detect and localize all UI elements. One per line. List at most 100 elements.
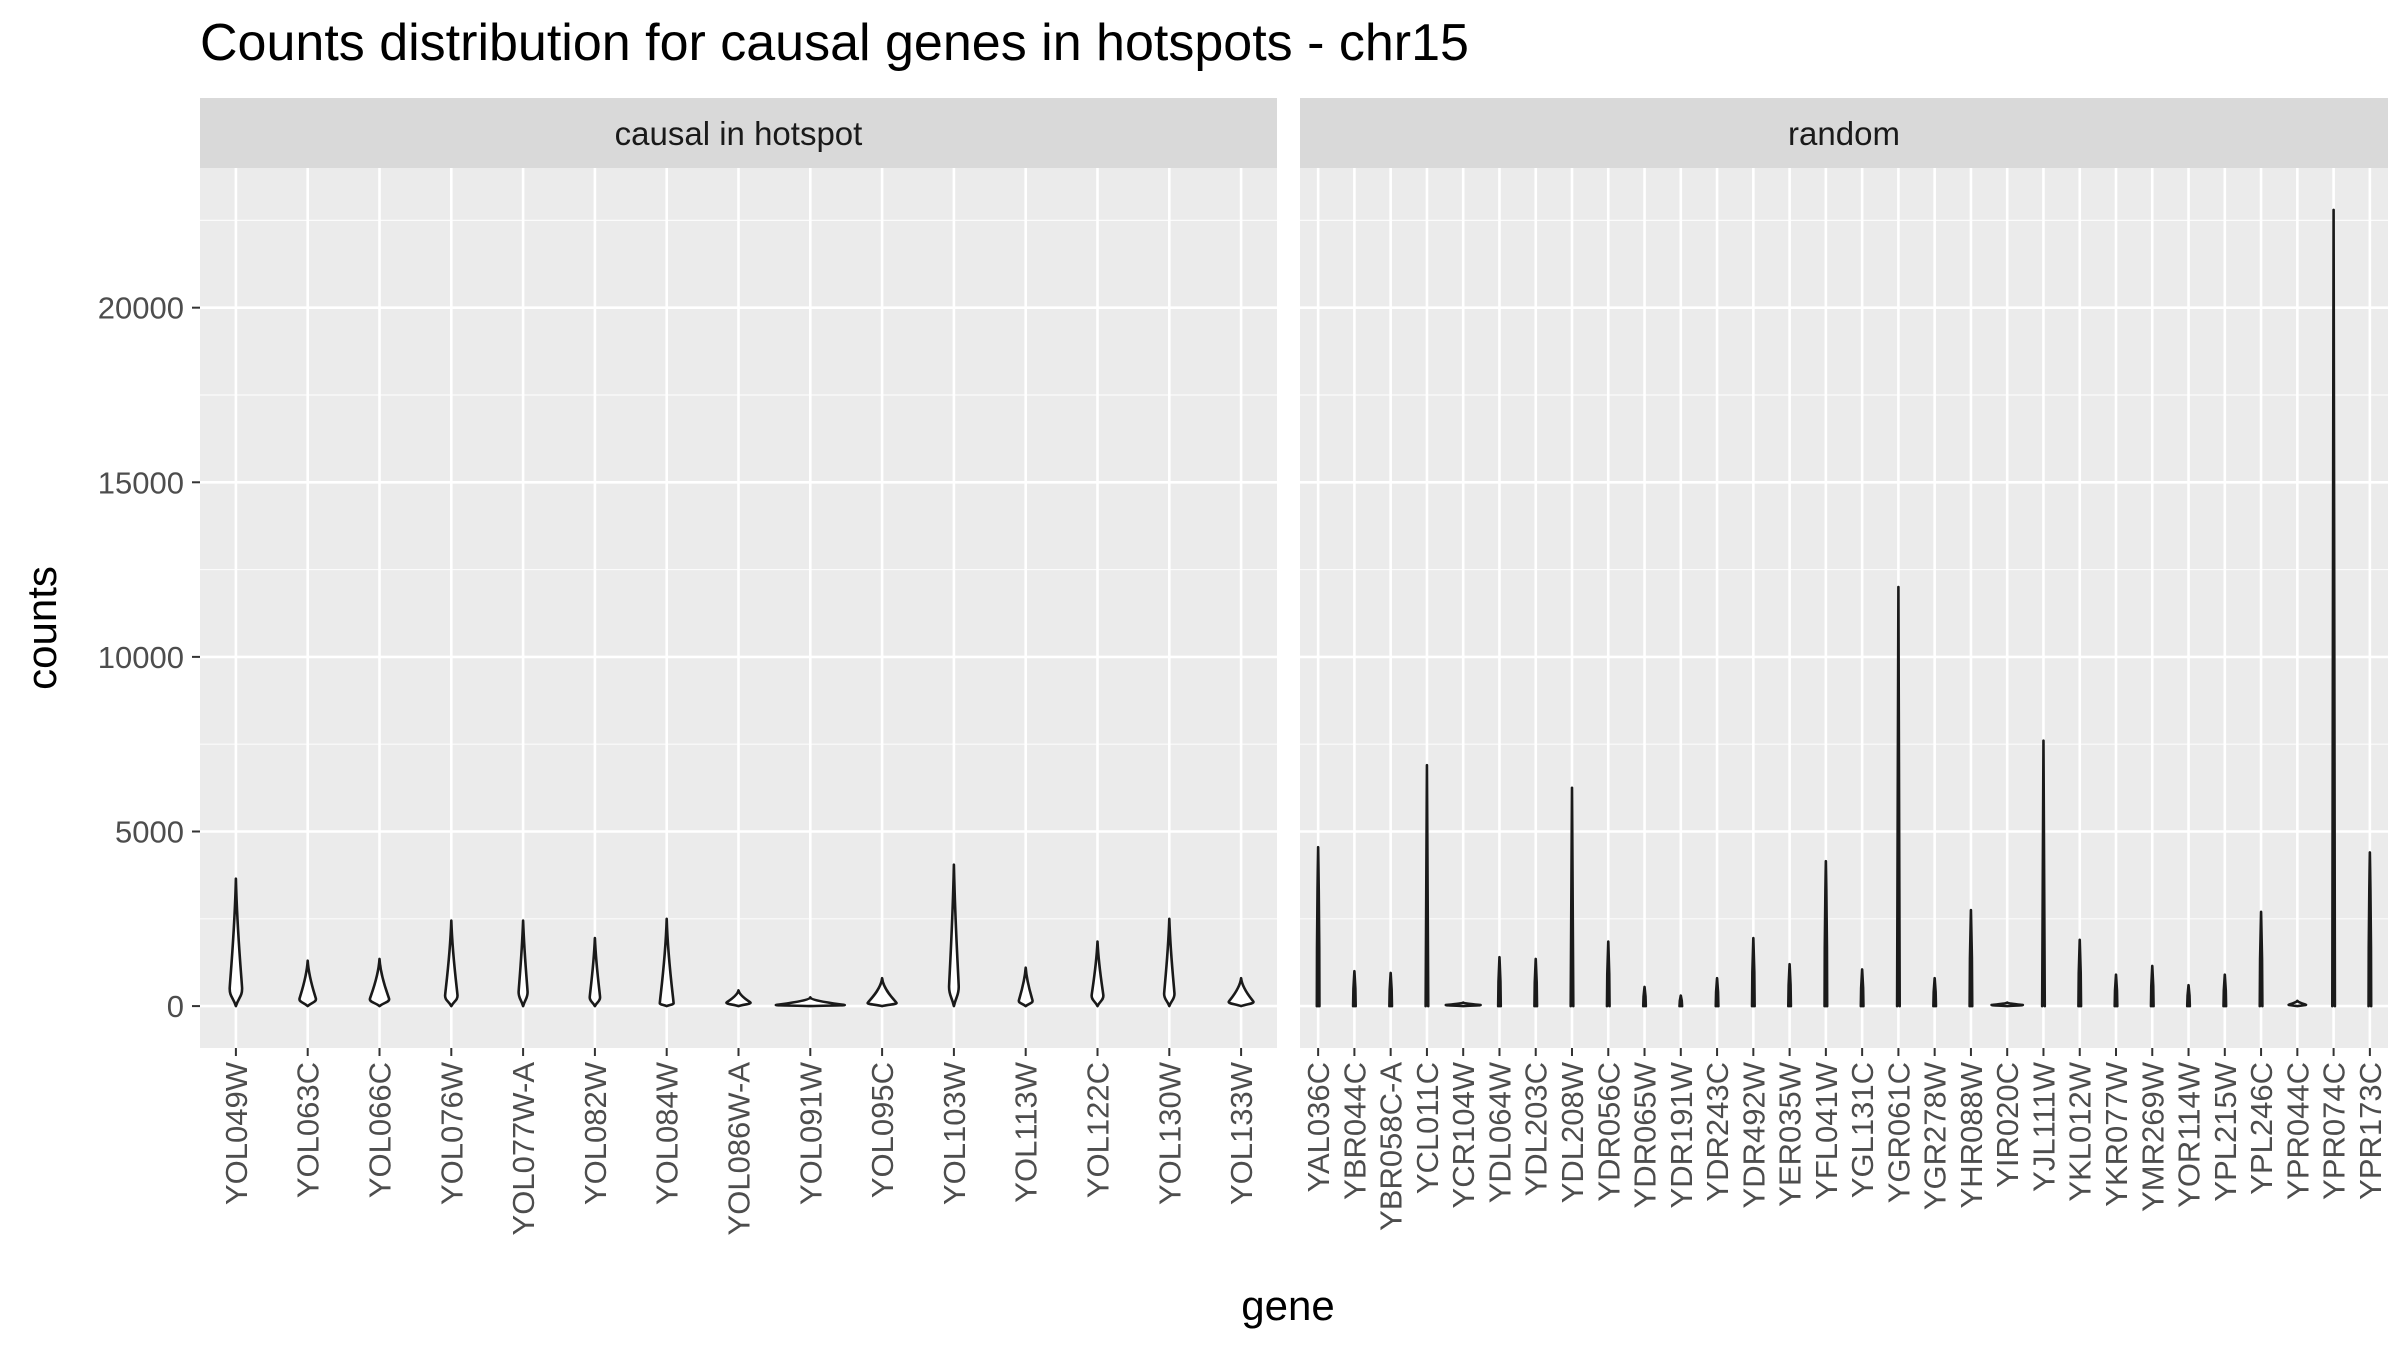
facet-panel: random YAL036C YBR044C YBR058C-A YCL011C YCR1…: [1300, 98, 2388, 1231]
x-tick-label: YHR088W: [1954, 1061, 1989, 1208]
y-axis-title: counts: [18, 566, 65, 690]
x-tick-label: YOL086W-A: [722, 1062, 757, 1236]
x-tick-label: YPR074C: [2317, 1062, 2352, 1200]
violin-YGL131C: [1859, 968, 1865, 1008]
violin-YOR114W: [2185, 983, 2192, 1008]
x-tick-label: YDL208W: [1555, 1061, 1590, 1203]
violin-YCR104W: [1444, 1001, 1482, 1008]
facet-strip: [1300, 98, 2388, 168]
x-tick-label: YKR077W: [2099, 1061, 2134, 1206]
y-tick-label: 5000: [115, 814, 184, 849]
violin-YPL215W: [2222, 973, 2228, 1008]
violin-YPR074C: [2331, 208, 2337, 1008]
x-tick-label: YCR104W: [1446, 1061, 1481, 1208]
x-tick-label: YER035W: [1773, 1061, 1808, 1206]
violin-YDR065W: [1641, 985, 1648, 1008]
x-tick-label: YOL049W: [219, 1061, 254, 1205]
violin-YHR088W: [1968, 908, 1974, 1008]
violin-YDL203C: [1533, 957, 1539, 1008]
violin-YPR173C: [2367, 851, 2373, 1008]
x-tick-label: YGL131C: [1845, 1062, 1880, 1198]
violin-YOL103W: [947, 863, 961, 1008]
violin-YPR044C: [2287, 999, 2308, 1008]
x-tick-label: YGR278W: [1918, 1061, 1953, 1210]
x-tick-label: YPR044C: [2280, 1062, 2315, 1200]
x-tick-label: YOR114W: [2172, 1061, 2207, 1208]
facet-panel: causal in hotspot YOL049W YOL063C YOL066C YO…: [200, 98, 1277, 1235]
violin-YOL076W: [443, 919, 459, 1008]
facet-strip: [200, 98, 1277, 168]
violin-YDR243C: [1714, 976, 1720, 1008]
violin-YOL133W: [1227, 976, 1255, 1008]
violin-YOL049W: [228, 877, 244, 1008]
x-tick-label: YPL246C: [2244, 1062, 2279, 1195]
x-tick-label: YDR243C: [1700, 1062, 1735, 1202]
x-axis-title: gene: [1241, 1282, 1334, 1329]
x-tick-label: YOL133W: [1224, 1061, 1259, 1205]
violin-YOL077W-A: [517, 919, 529, 1008]
facet-strip-label: causal in hotspot: [615, 115, 863, 152]
violin-YER035W: [1787, 962, 1793, 1008]
x-tick-label: YDL064W: [1482, 1061, 1517, 1203]
violin-YDR492W: [1750, 936, 1756, 1008]
violin-YKL012W: [2077, 938, 2083, 1008]
violin-YOL130W: [1162, 917, 1176, 1008]
chart-title: Counts distribution for causal genes in …: [200, 14, 1469, 72]
violin-YOL095C: [866, 976, 898, 1008]
violin-YDR191W: [1678, 994, 1684, 1008]
x-tick-label: YOL084W: [650, 1061, 685, 1205]
facet-strip-label: random: [1788, 115, 1900, 152]
violin-YOL082W: [588, 936, 602, 1008]
violin-YIR020C: [1990, 1001, 2025, 1008]
violin-YDL208W: [1569, 786, 1575, 1008]
violin-YDL064W: [1496, 955, 1503, 1008]
x-tick-label: YBR058C-A: [1374, 1062, 1409, 1231]
x-tick-label: YAL036C: [1301, 1062, 1336, 1192]
violin-YGR278W: [1932, 976, 1938, 1008]
x-tick-label: YOL122C: [1081, 1062, 1116, 1198]
x-tick-label: YCL011C: [1410, 1062, 1445, 1194]
x-tick-label: YBR044C: [1337, 1062, 1372, 1200]
y-tick-label: 0: [167, 989, 184, 1024]
violin-YFL041W: [1823, 859, 1829, 1008]
violin-YKR077W: [2113, 973, 2119, 1008]
violin-YOL084W: [658, 917, 675, 1008]
x-tick-label: YPR173C: [2353, 1062, 2388, 1200]
x-tick-label: YDR191W: [1664, 1061, 1699, 1208]
facet-panels: causal in hotspot YOL049W YOL063C YOL066C YO…: [200, 98, 2388, 1235]
violin-YOL086W-A: [725, 989, 752, 1008]
x-tick-label: YFL041W: [1809, 1061, 1844, 1200]
y-tick-label: 20000: [98, 291, 184, 326]
x-tick-label: YDR056C: [1591, 1062, 1626, 1202]
violin-YCL011C: [1424, 763, 1430, 1008]
violin-YOL091W: [774, 996, 847, 1008]
x-tick-label: YOL103W: [937, 1061, 972, 1205]
violin-YOL122C: [1090, 940, 1105, 1008]
y-axis: 0 5000 10000 15000 20000: [98, 291, 200, 1024]
violin-YPL246C: [2258, 910, 2264, 1008]
x-tick-label: YOL130W: [1152, 1061, 1187, 1205]
x-tick-label: YJL111W: [2026, 1061, 2061, 1192]
x-tick-label: YDL203C: [1519, 1062, 1554, 1196]
violin-YOL066C: [368, 957, 391, 1008]
x-tick-label: YDR492W: [1736, 1061, 1771, 1208]
y-tick-label: 15000: [98, 465, 184, 500]
x-tick-label: YOL095C: [865, 1062, 900, 1198]
x-tick-label: YOL076W: [434, 1061, 469, 1205]
violin-YBR044C: [1351, 969, 1357, 1008]
violin-YOL113W: [1017, 966, 1034, 1008]
violin-YBR058C-A: [1388, 971, 1394, 1008]
violin-YOL063C: [298, 959, 318, 1008]
x-tick-label: YMR269W: [2135, 1061, 2170, 1212]
x-tick-label: YOL066C: [363, 1062, 398, 1198]
x-tick-label: YOL091W: [793, 1061, 828, 1205]
x-tick-label: YOL113W: [1009, 1061, 1044, 1202]
x-tick-label: YGR061C: [1881, 1062, 1916, 1203]
x-tick-label: YIR020C: [1990, 1062, 2025, 1188]
violin-YDR056C: [1605, 940, 1611, 1008]
x-tick-label: YKL012W: [2063, 1061, 2098, 1201]
violin-YMR269W: [2149, 964, 2155, 1008]
panel-background: [1300, 168, 2388, 1048]
violin-YAL036C: [1315, 845, 1321, 1008]
